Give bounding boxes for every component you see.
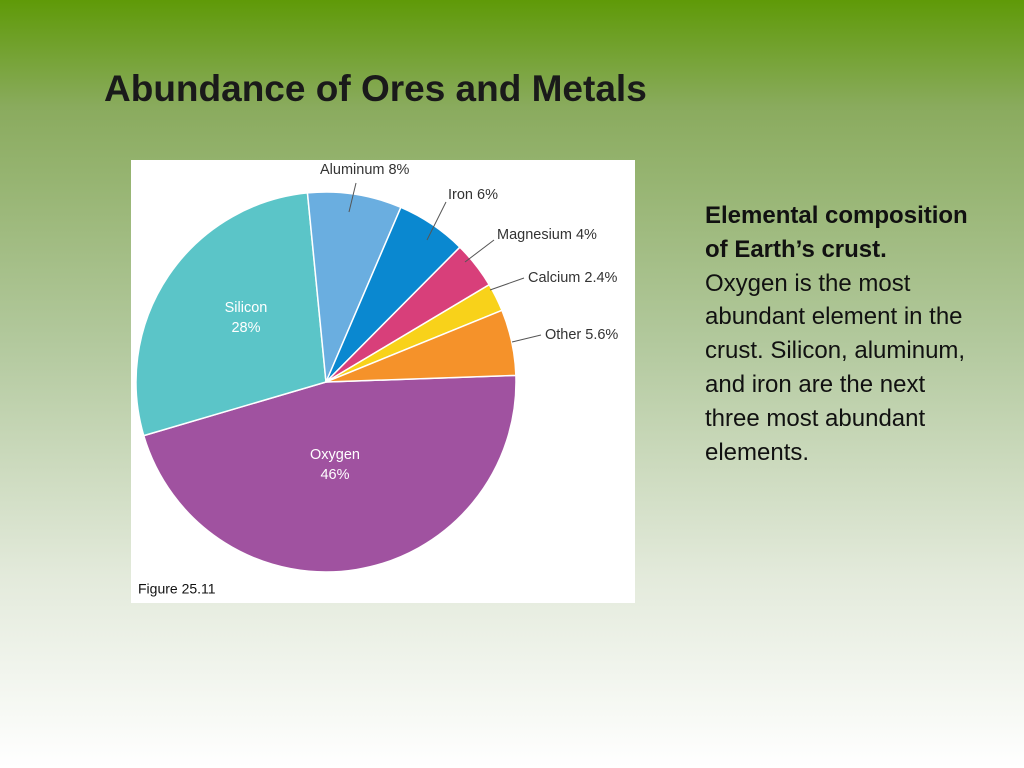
slice-label: Iron 6%: [448, 187, 498, 203]
slice-value-label: 2.4%: [584, 270, 617, 286]
slice-name: Iron: [448, 187, 473, 203]
caption-bold: Elemental composition of Earth’s crust.: [705, 202, 968, 263]
slice-label: Oxygen: [310, 447, 360, 463]
pie-slice: [306, 191, 402, 383]
figure-label: Figure 25.11: [138, 581, 216, 597]
slice-label: Other 5.6%: [545, 327, 618, 343]
slice-label: Aluminum 8%: [320, 162, 410, 178]
slice-value-label: 4%: [576, 227, 597, 243]
leader-line: [464, 239, 495, 263]
slide-title: Abundance of Ores and Metals: [104, 68, 647, 109]
leader-line: [348, 182, 357, 213]
caption: Elemental composition of Earth’s crust. …: [705, 199, 975, 469]
pie-slice: [135, 192, 327, 437]
leader-line: [511, 334, 542, 343]
slice-name: Magnesium: [497, 227, 572, 243]
pie-slice: [325, 309, 517, 383]
caption-text: Oxygen is the most abundant element in t…: [705, 269, 966, 466]
slice-label: Magnesium 4%: [497, 227, 597, 243]
slice-name: Other: [545, 327, 581, 343]
slice-name: Aluminum: [320, 162, 384, 178]
leader-line: [426, 201, 447, 241]
slice-value-label: 28%: [231, 320, 260, 336]
slice-label: Calcium 2.4%: [528, 270, 618, 286]
slice-label: Silicon: [225, 300, 268, 316]
leader-line: [489, 277, 525, 291]
slice-value-label: 5.6%: [585, 327, 618, 343]
slice-value-label: 6%: [477, 187, 498, 203]
slice-name: Calcium: [528, 270, 580, 286]
slice-value-label: 8%: [388, 162, 409, 178]
figure: Oxygen 46% Silicon 28% Aluminum 8% Iron 6% Magne…: [131, 160, 635, 603]
pie-slice: [142, 374, 517, 573]
slice-value-label: 46%: [320, 467, 349, 483]
